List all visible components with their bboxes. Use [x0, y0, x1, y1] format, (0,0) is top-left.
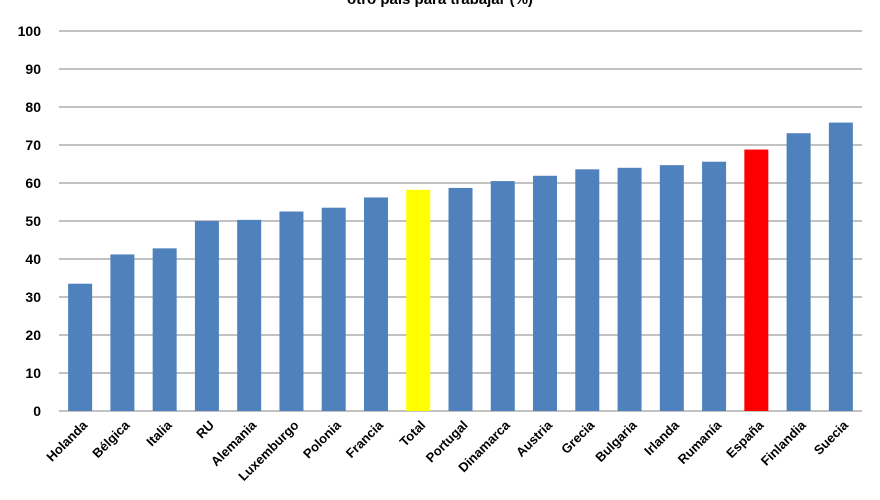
x-tick-label: Francia	[343, 417, 387, 461]
bar-dinamarca	[490, 181, 515, 411]
bar-total	[406, 189, 431, 411]
y-tick-label: 50	[25, 213, 41, 229]
x-tick-label: Austria	[513, 417, 556, 460]
bar-austria	[533, 175, 558, 411]
y-tick-label: 30	[25, 289, 41, 305]
y-tick-label: 100	[18, 23, 42, 39]
x-tick-label: Finlandia	[758, 417, 809, 468]
x-tick-label: Italia	[143, 417, 175, 449]
y-tick-label: 90	[25, 61, 41, 77]
y-tick-label: 60	[25, 175, 41, 191]
bar-bulgaria	[617, 167, 642, 411]
y-tick-label: 20	[25, 327, 41, 343]
bar-ru	[194, 221, 219, 411]
x-tick-label: Total	[396, 418, 428, 450]
bar-finlandia	[786, 133, 811, 411]
x-tick-label: Bulgaria	[592, 417, 640, 465]
y-tick-label: 0	[33, 403, 41, 419]
x-tick-label: Holanda	[43, 417, 90, 464]
bar-alemania	[237, 219, 262, 411]
bar-portugal	[448, 187, 473, 411]
bar-rumanía	[702, 161, 727, 411]
chart-title: otro país para trabajar (%)	[0, 0, 880, 8]
x-tick-label: Irlanda	[641, 417, 682, 458]
bar-bélgica	[110, 254, 135, 411]
bar-holanda	[68, 283, 93, 411]
y-tick-label: 80	[25, 99, 41, 115]
bar-grecia	[575, 169, 600, 411]
x-tick-label: Bélgica	[89, 417, 133, 461]
x-tick-label: Suecia	[811, 417, 852, 458]
bar-españa	[744, 149, 769, 411]
y-tick-label: 10	[25, 365, 41, 381]
bar-italia	[152, 248, 177, 411]
y-tick-label: 40	[25, 251, 41, 267]
x-tick-label: Rumanía	[675, 417, 725, 467]
y-axis-ticks: 0 10 20 30 40 50 60 70 80 90 100	[18, 23, 42, 419]
bar-luxemburgo	[279, 211, 304, 411]
x-tick-label: Polonia	[300, 417, 344, 461]
x-tick-label: RU	[193, 418, 217, 442]
bar-suecia	[828, 122, 853, 411]
y-tick-label: 70	[25, 137, 41, 153]
bar-francia	[363, 197, 388, 411]
bar-irlanda	[659, 165, 684, 411]
bar-polonia	[321, 207, 346, 411]
x-tick-label: Grecia	[558, 417, 598, 457]
bars	[68, 122, 853, 411]
